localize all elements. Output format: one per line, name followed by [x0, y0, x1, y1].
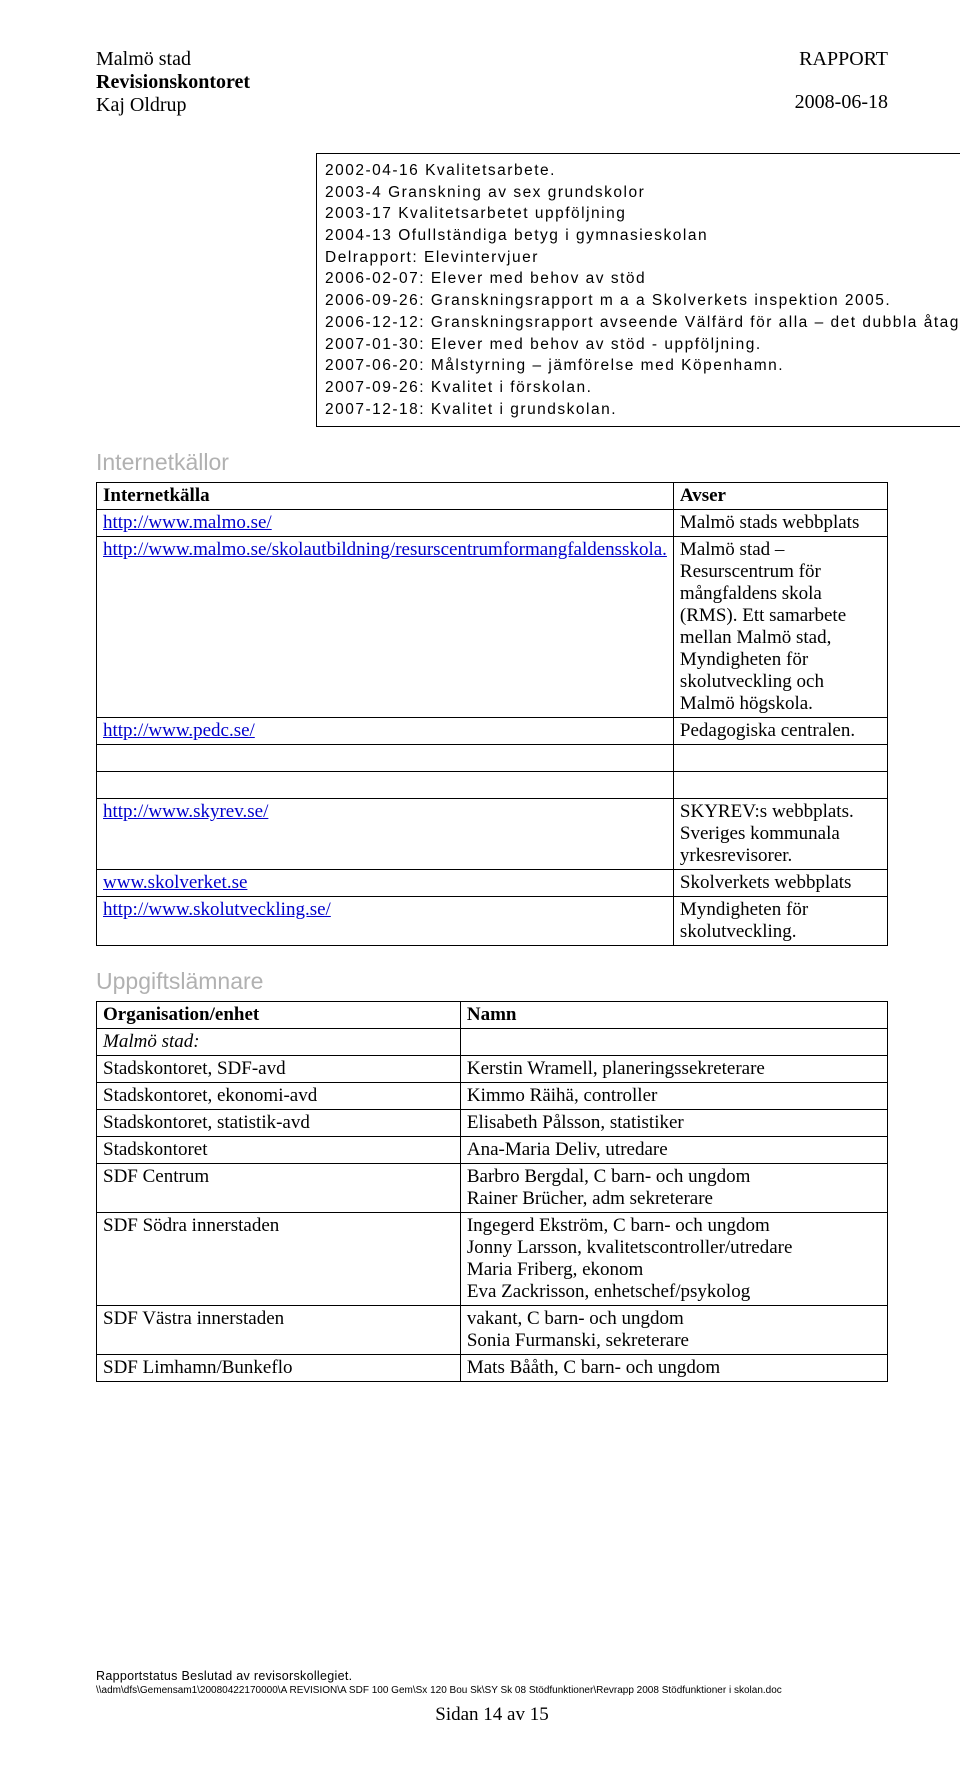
table-row: Stadskontoret Ana-Maria Deliv, utredare	[97, 1137, 888, 1164]
header-author: Kaj Oldrup	[96, 94, 250, 117]
internet-table: Internetkälla Avser http://www.malmo.se/…	[96, 482, 888, 946]
uppgift-org: Stadskontoret, statistik-avd	[97, 1110, 461, 1137]
internet-desc: SKYREV:s webbplats. Sveriges kommunala y…	[673, 799, 887, 870]
bib-entry: 2006-12-12: Granskningsrapport avseende …	[325, 312, 960, 334]
table-row: Malmö stad:	[97, 1029, 888, 1056]
table-row: SDF Södra innerstaden Ingegerd Ekström, …	[97, 1213, 888, 1306]
bib-entry: 2002-04-16 Kvalitetsarbete.	[325, 160, 960, 182]
bib-entry: 2004-13 Ofullständiga betyg i gymnasiesk…	[325, 225, 960, 247]
table-row: Stadskontoret, SDF-avd Kerstin Wramell, …	[97, 1056, 888, 1083]
header-date: 2008-06-18	[795, 91, 888, 114]
uppgift-name: Barbro Bergdal, C barn- och ungdomRainer…	[460, 1164, 887, 1213]
internet-desc: Malmö stads webbplats	[673, 510, 887, 537]
internet-header-col2: Avser	[673, 483, 887, 510]
table-row: http://www.malmo.se/ Malmö stads webbpla…	[97, 510, 888, 537]
bib-entry: 2006-09-26: Granskningsrapport m a a Sko…	[325, 290, 960, 312]
internet-url[interactable]: http://www.skolutveckling.se/	[103, 899, 331, 920]
bibliography-table: 2002-04-16 Kvalitetsarbete. 2003-4 Grans…	[316, 153, 960, 427]
header-dept: Revisionskontoret	[96, 71, 250, 94]
table-row: http://www.skolutveckling.se/ Myndighete…	[97, 897, 888, 946]
uppgift-name: Kerstin Wramell, planeringssekreterare	[460, 1056, 887, 1083]
bib-entry: 2003-4 Granskning av sex grundskolor	[325, 182, 960, 204]
uppgift-name: vakant, C barn- och ungdomSonia Furmansk…	[460, 1306, 887, 1355]
footer-page-number: Sidan 14 av 15	[96, 1704, 888, 1726]
internet-url[interactable]: http://www.malmo.se/skolautbildning/resu…	[103, 539, 667, 560]
bib-entry: 2007-09-26: Kvalitet i förskolan.	[325, 377, 960, 399]
header-right: RAPPORT 2008-06-18	[795, 48, 888, 117]
header-left: Malmö stad Revisionskontoret Kaj Oldrup	[96, 48, 250, 117]
table-row: www.skolverket.se Skolverkets webbplats	[97, 870, 888, 897]
section-heading-internet: Internetkällor	[96, 449, 888, 476]
uppgift-header-col2: Namn	[460, 1002, 887, 1029]
uppgift-org: SDF Centrum	[97, 1164, 461, 1213]
uppgift-name: Ana-Maria Deliv, utredare	[460, 1137, 887, 1164]
bib-entry: 2003-17 Kvalitetsarbetet uppföljning	[325, 203, 960, 225]
uppgift-org: SDF Limhamn/Bunkeflo	[97, 1355, 461, 1382]
bib-entry: 2007-06-20: Målstyrning – jämförelse med…	[325, 355, 960, 377]
bib-entry: 2007-12-18: Kvalitet i grundskolan.	[325, 399, 960, 421]
table-row: Stadskontoret, statistik-avd Elisabeth P…	[97, 1110, 888, 1137]
internet-desc: Skolverkets webbplats	[673, 870, 887, 897]
internet-url[interactable]: www.skolverket.se	[103, 872, 247, 893]
page-footer: Rapportstatus Beslutad av revisorskolleg…	[96, 1669, 888, 1726]
bib-entry: Delrapport: Elevintervjuer	[325, 247, 960, 269]
internet-url[interactable]: http://www.malmo.se/	[103, 512, 272, 533]
page: Malmö stad Revisionskontoret Kaj Oldrup …	[0, 0, 960, 1766]
uppgift-org-header: Malmö stad:	[97, 1029, 461, 1056]
uppgift-org: Stadskontoret, SDF-avd	[97, 1056, 461, 1083]
bib-entry: 2006-02-07: Elever med behov av stöd	[325, 268, 960, 290]
table-row: http://www.pedc.se/ Pedagogiska centrale…	[97, 718, 888, 745]
table-row: SDF Limhamn/Bunkeflo Mats Bååth, C barn-…	[97, 1355, 888, 1382]
internet-desc: Pedagogiska centralen.	[673, 718, 887, 745]
bibliography-cell: 2002-04-16 Kvalitetsarbete. 2003-4 Grans…	[317, 154, 960, 427]
uppgift-header-col1: Organisation/enhet	[97, 1002, 461, 1029]
table-row: http://www.skyrev.se/ SKYREV:s webbplats…	[97, 799, 888, 870]
table-row-empty	[97, 772, 888, 799]
internet-url[interactable]: http://www.skyrev.se/	[103, 801, 268, 822]
footer-path: \\adm\dfs\Gemensam1\20080422170000\A REV…	[96, 1685, 888, 1696]
table-row: Stadskontoret, ekonomi-avd Kimmo Räihä, …	[97, 1083, 888, 1110]
table-row: http://www.malmo.se/skolautbildning/resu…	[97, 537, 888, 718]
uppgift-name: Kimmo Räihä, controller	[460, 1083, 887, 1110]
page-header: Malmö stad Revisionskontoret Kaj Oldrup …	[96, 48, 888, 117]
header-org: Malmö stad	[96, 48, 250, 71]
uppgift-org: Stadskontoret	[97, 1137, 461, 1164]
uppgift-name: Mats Bååth, C barn- och ungdom	[460, 1355, 887, 1382]
uppgift-org: SDF Västra innerstaden	[97, 1306, 461, 1355]
table-row-empty	[97, 745, 888, 772]
uppgift-org: SDF Södra innerstaden	[97, 1213, 461, 1306]
bib-entry: 2007-01-30: Elever med behov av stöd - u…	[325, 334, 960, 356]
uppgift-name: Ingegerd Ekström, C barn- och ungdomJonn…	[460, 1213, 887, 1306]
table-row: SDF Centrum Barbro Bergdal, C barn- och …	[97, 1164, 888, 1213]
uppgift-table: Organisation/enhet Namn Malmö stad: Stad…	[96, 1001, 888, 1382]
uppgift-name	[460, 1029, 887, 1056]
internet-desc: Myndigheten för skolutveckling.	[673, 897, 887, 946]
internet-header-col1: Internetkälla	[97, 483, 674, 510]
table-row: SDF Västra innerstaden vakant, C barn- o…	[97, 1306, 888, 1355]
footer-status: Rapportstatus Beslutad av revisorskolleg…	[96, 1669, 888, 1683]
uppgift-org: Stadskontoret, ekonomi-avd	[97, 1083, 461, 1110]
internet-desc: Malmö stad – Resurscentrum för mångfalde…	[673, 537, 887, 718]
section-heading-uppgift: Uppgiftslämnare	[96, 968, 888, 995]
uppgift-name: Elisabeth Pålsson, statistiker	[460, 1110, 887, 1137]
header-doctype: RAPPORT	[795, 48, 888, 71]
internet-url[interactable]: http://www.pedc.se/	[103, 720, 255, 741]
